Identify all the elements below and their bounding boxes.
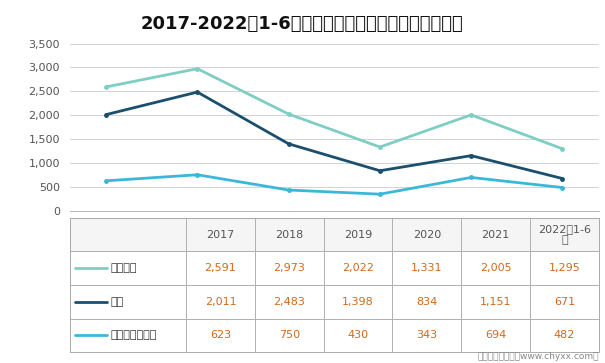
Text: 2,011: 2,011	[204, 297, 237, 307]
Text: 834: 834	[416, 297, 437, 307]
FancyBboxPatch shape	[70, 319, 186, 352]
FancyBboxPatch shape	[70, 251, 186, 285]
Text: 2021: 2021	[482, 229, 510, 240]
FancyBboxPatch shape	[255, 319, 324, 352]
Text: 2,005: 2,005	[480, 263, 512, 273]
Text: 2019: 2019	[344, 229, 372, 240]
FancyBboxPatch shape	[530, 319, 599, 352]
Text: 1,398: 1,398	[342, 297, 374, 307]
Text: 2017: 2017	[206, 229, 235, 240]
Text: 2,483: 2,483	[273, 297, 305, 307]
Text: 1,331: 1,331	[411, 263, 443, 273]
FancyBboxPatch shape	[530, 251, 599, 285]
Text: 482: 482	[554, 330, 575, 340]
Text: 1,295: 1,295	[549, 263, 580, 273]
FancyBboxPatch shape	[255, 251, 324, 285]
FancyBboxPatch shape	[70, 285, 186, 319]
FancyBboxPatch shape	[186, 218, 255, 251]
Text: 623: 623	[210, 330, 231, 340]
Text: 671: 671	[554, 297, 575, 307]
FancyBboxPatch shape	[255, 285, 324, 319]
Text: 普通器械: 普通器械	[110, 263, 137, 273]
Text: 2020: 2020	[413, 229, 441, 240]
FancyBboxPatch shape	[255, 218, 324, 251]
FancyBboxPatch shape	[324, 218, 393, 251]
FancyBboxPatch shape	[393, 319, 461, 352]
Text: 2017-2022年1-6月日本机床内需分布情况（亿日元）: 2017-2022年1-6月日本机床内需分布情况（亿日元）	[141, 15, 464, 33]
Text: 750: 750	[279, 330, 300, 340]
FancyBboxPatch shape	[461, 218, 530, 251]
Text: 制图：智研咨询（www.chyxx.com）: 制图：智研咨询（www.chyxx.com）	[477, 352, 599, 361]
Text: 电器、精密机械: 电器、精密机械	[110, 330, 157, 340]
FancyBboxPatch shape	[324, 285, 393, 319]
FancyBboxPatch shape	[461, 251, 530, 285]
FancyBboxPatch shape	[324, 319, 393, 352]
FancyBboxPatch shape	[530, 218, 599, 251]
Text: 1,151: 1,151	[480, 297, 511, 307]
FancyBboxPatch shape	[393, 251, 461, 285]
Text: 2,591: 2,591	[204, 263, 237, 273]
FancyBboxPatch shape	[530, 285, 599, 319]
FancyBboxPatch shape	[186, 319, 255, 352]
Text: 2022年1-6
月: 2022年1-6 月	[538, 224, 591, 245]
FancyBboxPatch shape	[70, 218, 186, 251]
FancyBboxPatch shape	[461, 285, 530, 319]
Text: 343: 343	[416, 330, 437, 340]
Text: 汽车: 汽车	[110, 297, 123, 307]
FancyBboxPatch shape	[393, 285, 461, 319]
FancyBboxPatch shape	[186, 285, 255, 319]
Text: 2,022: 2,022	[342, 263, 374, 273]
FancyBboxPatch shape	[324, 251, 393, 285]
Text: 430: 430	[347, 330, 368, 340]
FancyBboxPatch shape	[393, 218, 461, 251]
Text: 694: 694	[485, 330, 506, 340]
Text: 2,973: 2,973	[273, 263, 305, 273]
Text: 2018: 2018	[275, 229, 303, 240]
FancyBboxPatch shape	[186, 251, 255, 285]
FancyBboxPatch shape	[461, 319, 530, 352]
